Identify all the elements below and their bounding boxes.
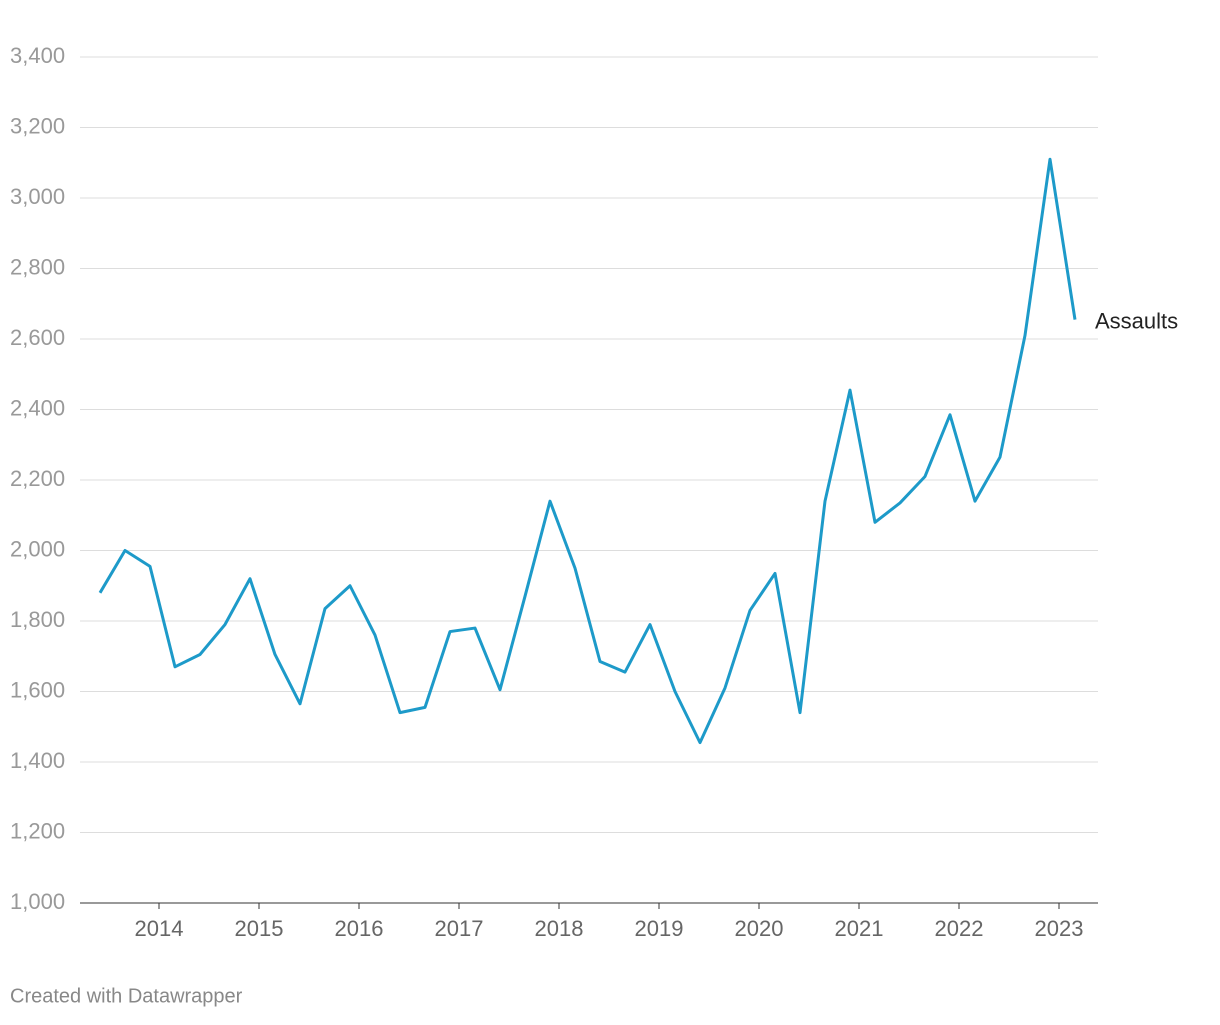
x-tick-label: 2017: [435, 916, 484, 941]
y-tick-label: 2,800: [10, 254, 65, 279]
y-tick-label: 1,200: [10, 818, 65, 843]
y-tick-label: 2,200: [10, 466, 65, 491]
x-tick-label: 2014: [135, 916, 184, 941]
y-tick-label: 1,600: [10, 677, 65, 702]
series-label: Assaults: [1095, 308, 1178, 333]
y-tick-label: 1,800: [10, 607, 65, 632]
x-tick-label: 2021: [835, 916, 884, 941]
y-tick-label: 2,000: [10, 536, 65, 561]
y-tick-label: 1,000: [10, 889, 65, 914]
x-tick-label: 2016: [335, 916, 384, 941]
y-tick-label: 2,600: [10, 325, 65, 350]
x-tick-label: 2019: [635, 916, 684, 941]
y-tick-label: 3,200: [10, 113, 65, 138]
y-tick-label: 3,400: [10, 43, 65, 68]
footer: Created with Datawrapper: [10, 985, 243, 1007]
line: [98, 157, 1077, 745]
y-tick-label: 1,400: [10, 748, 65, 773]
x-tick-label: 2015: [235, 916, 284, 941]
y-tick-label: 2,400: [10, 395, 65, 420]
y-tick-label: 3,000: [10, 184, 65, 209]
x-tick-label: 2022: [935, 916, 984, 941]
x-tick-label: 2023: [1035, 916, 1084, 941]
x-tick-label: 2020: [735, 916, 784, 941]
x-tick-label: 2018: [535, 916, 584, 941]
